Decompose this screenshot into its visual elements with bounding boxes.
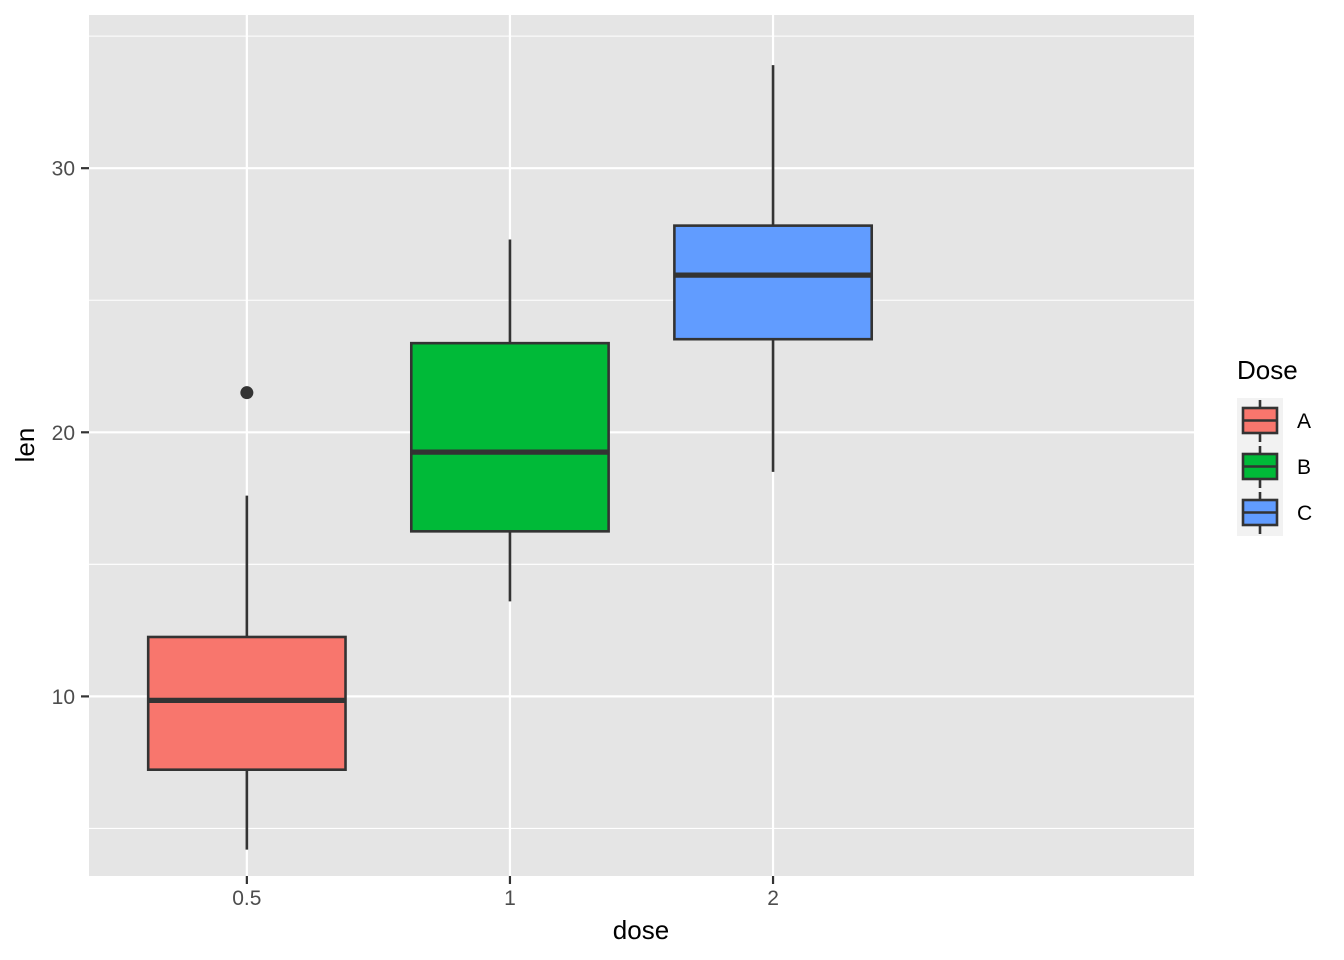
outlier-point (240, 386, 254, 400)
x-axis-title: dose (613, 915, 669, 945)
y-axis-title: len (10, 428, 40, 463)
legend-keys: ABC (1237, 398, 1312, 536)
legend-label: C (1297, 502, 1312, 525)
box-C (673, 65, 874, 472)
x-tick-label: 0.5 (232, 887, 261, 910)
legend-key-C: C (1237, 490, 1312, 536)
y-tick-label: 20 (52, 422, 75, 445)
legend-label: B (1297, 456, 1311, 479)
box-body (146, 635, 347, 771)
legend-title: Dose (1237, 355, 1298, 385)
legend: Dose ABC (1237, 355, 1312, 536)
box-A (146, 386, 347, 850)
x-tick-label: 1 (504, 887, 516, 910)
x-axis: 0.5 1 2 (232, 876, 779, 910)
legend-key-B: B (1237, 444, 1311, 490)
box-body (673, 224, 874, 341)
legend-key-A: A (1237, 398, 1311, 444)
boxes (146, 65, 874, 850)
y-tick-label: 30 (52, 158, 75, 181)
legend-label: A (1297, 410, 1311, 433)
box-body (409, 341, 610, 533)
y-axis: 10 20 30 (52, 158, 89, 709)
x-tick-label: 2 (767, 887, 779, 910)
y-tick-label: 10 (52, 686, 75, 709)
box-B (409, 239, 610, 602)
minor-grid (89, 35, 1194, 830)
